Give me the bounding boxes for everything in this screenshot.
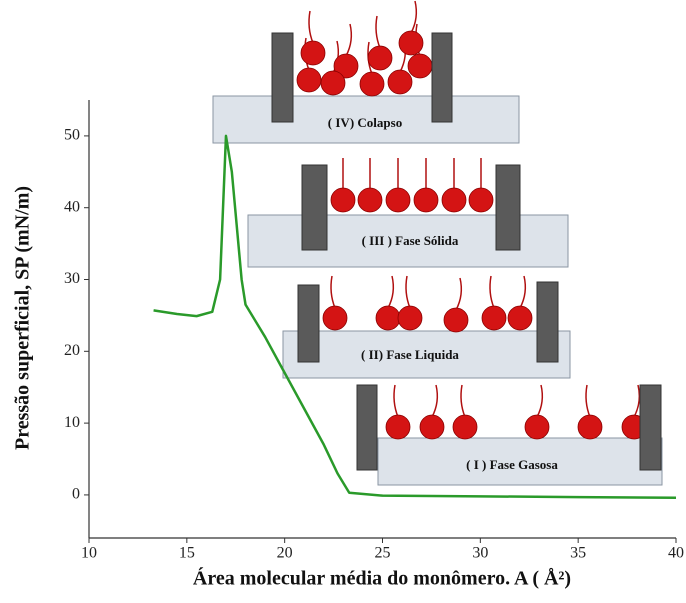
molecule-head bbox=[323, 306, 347, 330]
molecule-head bbox=[360, 72, 384, 96]
tail bbox=[537, 385, 542, 417]
barrier bbox=[357, 385, 377, 470]
tail bbox=[520, 276, 525, 308]
y-axis-title: Pressão superficial, SP (mN/m) bbox=[12, 186, 34, 450]
tail bbox=[388, 276, 393, 308]
tail bbox=[490, 276, 494, 308]
molecule-head bbox=[508, 306, 532, 330]
x-tick-label: 40 bbox=[668, 545, 684, 562]
molecule-head bbox=[297, 68, 321, 92]
molecule-head bbox=[399, 31, 423, 55]
x-axis-title: Área molecular média do monômero. A ( Å²… bbox=[193, 567, 571, 590]
phase-illustration: ( IV) Colapso bbox=[213, 1, 519, 143]
y-tick-label: 10 bbox=[64, 414, 80, 431]
molecule-head bbox=[388, 70, 412, 94]
molecule-head bbox=[331, 188, 355, 212]
chart: Área molecular média do monômero. A ( Å²… bbox=[0, 0, 686, 598]
tail bbox=[331, 276, 335, 308]
molecule-head bbox=[469, 188, 493, 212]
y-tick-label: 50 bbox=[64, 127, 80, 144]
tail bbox=[586, 385, 590, 417]
phase-label: ( IV) Colapso bbox=[328, 115, 402, 130]
molecule-head bbox=[442, 188, 466, 212]
tail bbox=[461, 385, 465, 417]
phase-label: ( II) Fase Liquida bbox=[361, 347, 459, 362]
molecule-head bbox=[358, 188, 382, 212]
tail bbox=[634, 385, 639, 417]
molecule-head bbox=[408, 54, 432, 78]
molecule-head bbox=[525, 415, 549, 439]
molecule-head bbox=[368, 46, 392, 70]
molecule-head bbox=[386, 188, 410, 212]
molecule-head bbox=[321, 71, 345, 95]
x-tick-label: 20 bbox=[277, 545, 293, 562]
molecule-head bbox=[453, 415, 477, 439]
molecule-head bbox=[398, 306, 422, 330]
tail bbox=[456, 278, 461, 310]
molecule-head bbox=[444, 308, 468, 332]
molecule-head bbox=[578, 415, 602, 439]
x-tick-label: 35 bbox=[570, 545, 586, 562]
molecule-head bbox=[414, 188, 438, 212]
barrier bbox=[432, 33, 452, 122]
tail bbox=[346, 24, 351, 56]
tail bbox=[394, 385, 398, 417]
x-tick-label: 25 bbox=[375, 545, 391, 562]
tail bbox=[432, 385, 437, 417]
barrier bbox=[298, 285, 319, 362]
barrier bbox=[272, 33, 293, 122]
phase-label: ( III ) Fase Sólida bbox=[362, 233, 459, 248]
phase-label: ( I ) Fase Gasosa bbox=[466, 457, 558, 472]
y-tick-label: 0 bbox=[72, 486, 80, 503]
barrier bbox=[302, 165, 327, 250]
molecule-head bbox=[386, 415, 410, 439]
phase-illustration: ( I ) Fase Gasosa bbox=[357, 385, 662, 485]
tail bbox=[376, 16, 380, 48]
molecule-head bbox=[420, 415, 444, 439]
y-tick-label: 20 bbox=[64, 342, 80, 359]
barrier bbox=[496, 165, 520, 250]
x-tick-label: 10 bbox=[81, 545, 97, 562]
tail bbox=[406, 276, 410, 308]
x-tick-label: 30 bbox=[472, 545, 488, 562]
tail bbox=[309, 11, 313, 43]
tail bbox=[411, 1, 416, 33]
molecule-head bbox=[301, 41, 325, 65]
phase-illustration: ( III ) Fase Sólida bbox=[248, 158, 568, 267]
molecule-head bbox=[482, 306, 506, 330]
x-tick-label: 15 bbox=[179, 545, 195, 562]
y-tick-label: 30 bbox=[64, 270, 80, 287]
barrier bbox=[640, 385, 661, 470]
barrier bbox=[537, 282, 558, 362]
molecule-head bbox=[376, 306, 400, 330]
phase-illustration: ( II) Fase Liquida bbox=[283, 276, 570, 378]
y-tick-label: 40 bbox=[64, 198, 80, 215]
